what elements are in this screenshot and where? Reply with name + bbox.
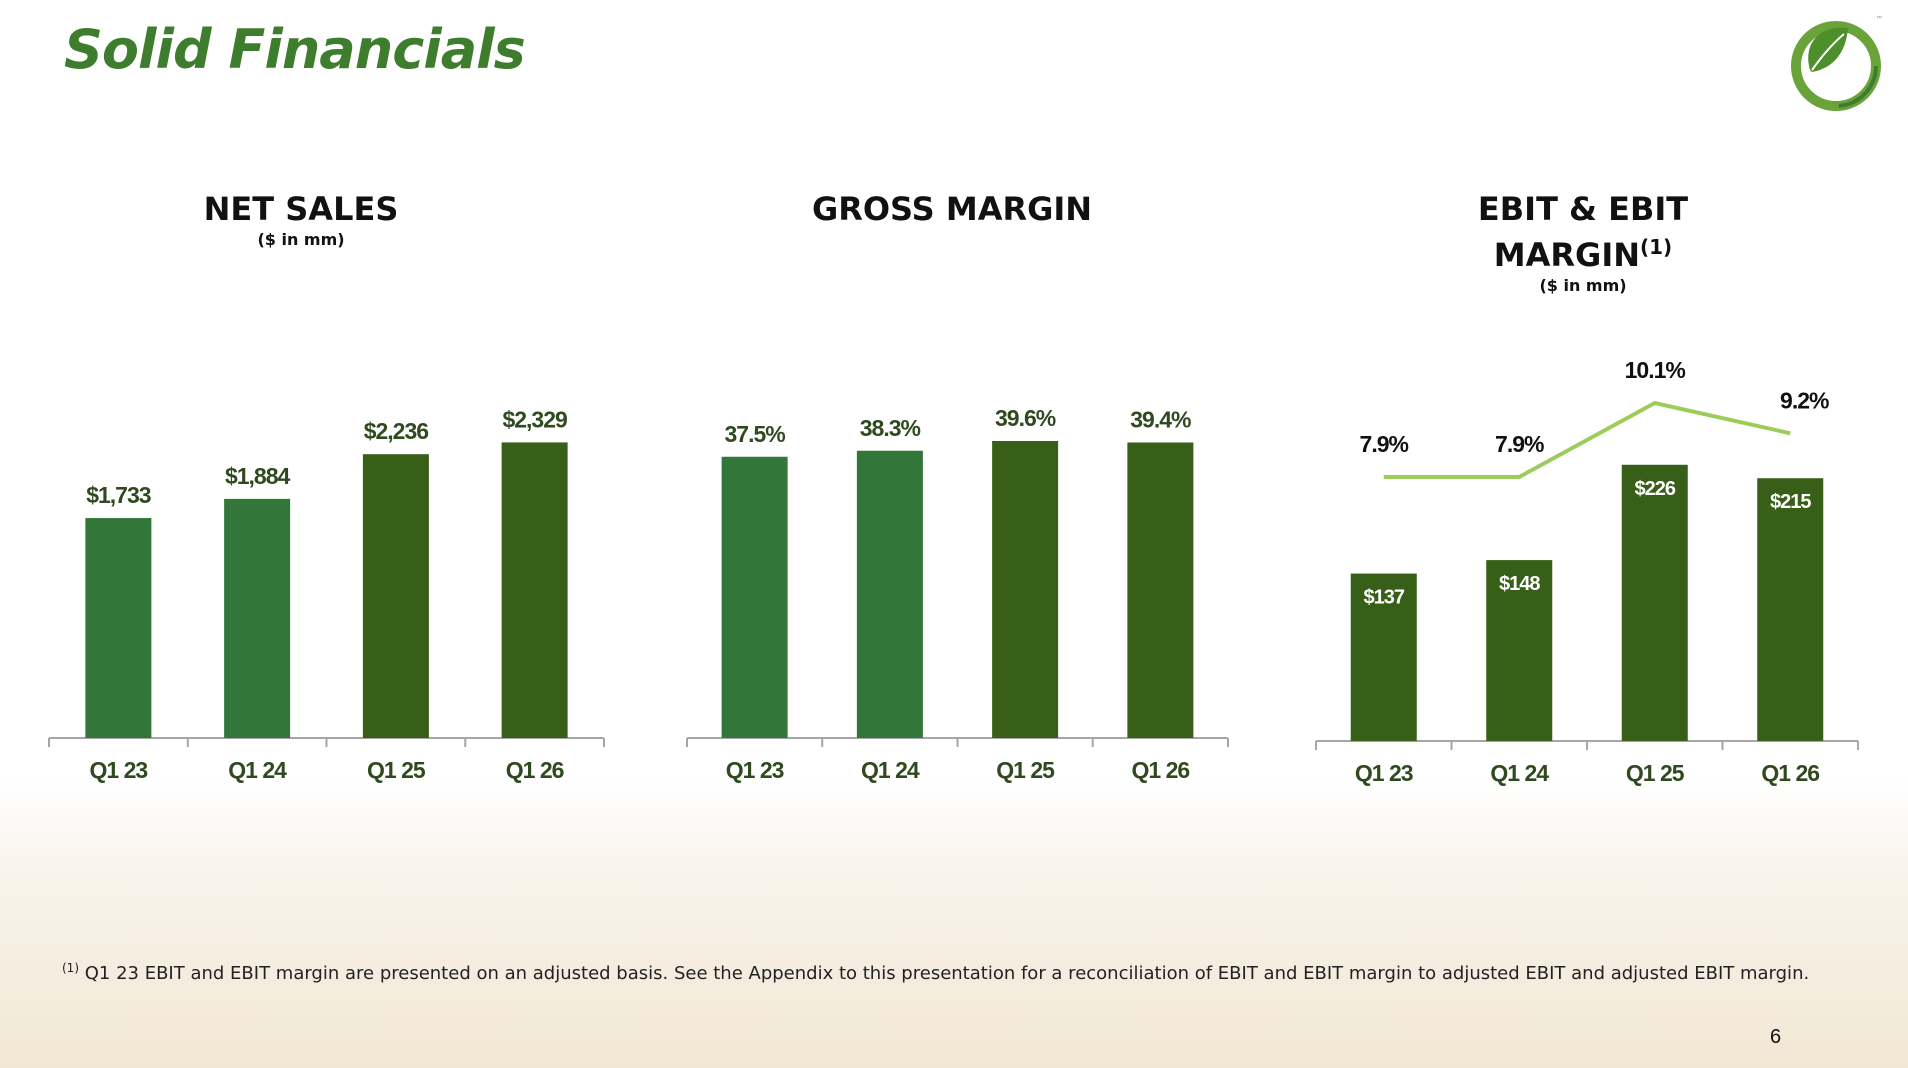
x-tick-label: Q1 24 <box>228 757 287 783</box>
x-tick-label: Q1 25 <box>367 757 426 783</box>
ebit-title-marker: (1) <box>1640 235 1673 259</box>
data-label: 37.5% <box>725 421 786 447</box>
bar <box>1127 442 1194 738</box>
bar <box>721 456 788 738</box>
net-sales-title: NET SALES <box>203 190 399 228</box>
x-tick-label: Q1 23 <box>90 757 148 783</box>
data-label: $1,884 <box>225 463 291 489</box>
slide-title: Solid Financials <box>64 18 526 81</box>
x-tick-label: Q1 26 <box>1761 760 1819 786</box>
ebit-title-text: EBIT & EBIT MARGIN <box>1477 190 1689 274</box>
bar <box>856 450 923 738</box>
data-label: $148 <box>1499 573 1540 595</box>
net-sales-subtitle: ($ in mm) <box>257 230 345 249</box>
bar <box>1757 478 1824 741</box>
line-data-label: 7.9% <box>1360 431 1409 457</box>
leaf-logo-icon: ™ <box>1791 15 1882 111</box>
x-tick-label: Q1 26 <box>1132 757 1190 783</box>
bar <box>362 454 429 738</box>
gross-margin-title: GROSS MARGIN <box>811 190 1093 228</box>
footnote-marker: (1) <box>62 961 79 975</box>
data-label: $215 <box>1770 491 1811 513</box>
x-tick-label: Q1 24 <box>861 757 920 783</box>
bar <box>224 498 291 738</box>
footnote: (1) Q1 23 EBIT and EBIT margin are prese… <box>62 956 1842 986</box>
bar <box>1486 560 1553 741</box>
line-data-label: 10.1% <box>1625 357 1686 383</box>
line-data-label: 9.2% <box>1780 387 1829 413</box>
data-label: $137 <box>1364 587 1405 609</box>
svg-text:™: ™ <box>1876 15 1882 22</box>
bar <box>85 518 152 738</box>
data-label: $2,236 <box>364 418 429 444</box>
bar <box>992 441 1059 738</box>
line-data-label: 7.9% <box>1495 431 1544 457</box>
bar <box>1350 573 1417 741</box>
ebit-subtitle: ($ in mm) <box>1539 276 1627 295</box>
x-tick-label: Q1 23 <box>726 757 784 783</box>
ebit-title: EBIT & EBIT MARGIN(1) <box>1403 190 1763 274</box>
x-tick-label: Q1 23 <box>1355 760 1413 786</box>
page-number: 6 <box>1770 1026 1782 1048</box>
data-label: 39.6% <box>995 405 1056 431</box>
bar <box>1621 464 1688 741</box>
data-label: 39.4% <box>1130 407 1191 433</box>
x-tick-label: Q1 25 <box>1626 760 1685 786</box>
x-tick-label: Q1 26 <box>506 757 564 783</box>
data-label: $2,329 <box>502 406 567 432</box>
footnote-text: Q1 23 EBIT and EBIT margin are presented… <box>84 963 1810 984</box>
gross-margin-header: GROSS MARGIN <box>772 190 1132 228</box>
x-tick-label: Q1 25 <box>996 757 1055 783</box>
data-label: $226 <box>1635 478 1676 500</box>
ebit-margin-line <box>1383 400 1791 479</box>
data-label: 38.3% <box>860 415 921 441</box>
ebit-header: EBIT & EBIT MARGIN(1) ($ in mm) <box>1403 190 1763 295</box>
data-label: $1,733 <box>86 482 151 508</box>
bar <box>501 442 568 738</box>
x-tick-label: Q1 24 <box>1490 760 1549 786</box>
net-sales-header: NET SALES ($ in mm) <box>121 190 481 249</box>
